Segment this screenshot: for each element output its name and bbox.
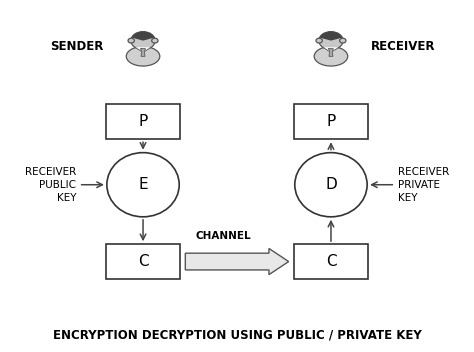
Ellipse shape bbox=[107, 153, 179, 217]
Wedge shape bbox=[319, 32, 342, 40]
Polygon shape bbox=[141, 49, 145, 56]
Polygon shape bbox=[136, 48, 150, 52]
Text: ENCRYPTION DECRYPTION USING PUBLIC / PRIVATE KEY: ENCRYPTION DECRYPTION USING PUBLIC / PRI… bbox=[53, 329, 421, 342]
FancyArrow shape bbox=[185, 249, 289, 275]
Text: CHANNEL: CHANNEL bbox=[195, 231, 251, 241]
Text: C: C bbox=[138, 254, 148, 269]
Wedge shape bbox=[132, 32, 155, 40]
Text: C: C bbox=[326, 254, 336, 269]
Polygon shape bbox=[324, 48, 338, 52]
Ellipse shape bbox=[126, 46, 160, 66]
Bar bbox=[294, 105, 368, 139]
Circle shape bbox=[339, 38, 346, 43]
Text: RECEIVER
PUBLIC
KEY: RECEIVER PUBLIC KEY bbox=[25, 166, 76, 203]
Text: P: P bbox=[326, 114, 336, 130]
Circle shape bbox=[319, 32, 343, 50]
Ellipse shape bbox=[295, 153, 367, 217]
Polygon shape bbox=[329, 49, 333, 56]
Bar bbox=[106, 105, 180, 139]
Ellipse shape bbox=[314, 46, 348, 66]
Circle shape bbox=[128, 38, 135, 43]
Text: D: D bbox=[325, 177, 337, 192]
Bar bbox=[106, 244, 180, 279]
Bar bbox=[294, 244, 368, 279]
Text: P: P bbox=[138, 114, 148, 130]
Circle shape bbox=[131, 32, 155, 50]
Text: SENDER: SENDER bbox=[50, 40, 103, 53]
Circle shape bbox=[316, 38, 322, 43]
Circle shape bbox=[152, 38, 158, 43]
Text: E: E bbox=[138, 177, 148, 192]
Text: RECEIVER
PRIVATE
KEY: RECEIVER PRIVATE KEY bbox=[398, 166, 449, 203]
Text: RECEIVER: RECEIVER bbox=[371, 40, 436, 53]
